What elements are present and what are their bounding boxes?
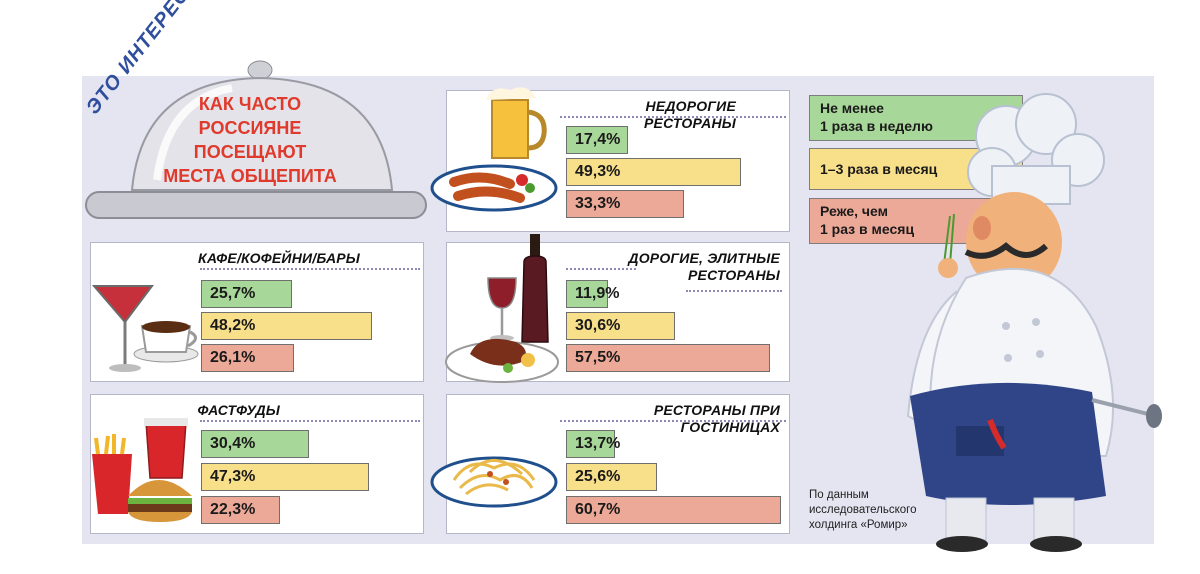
bar-expensive-monthly: 30,6%: [566, 312, 675, 340]
bar-cafes-monthly: 48,2%: [201, 312, 372, 340]
title-divider: [560, 116, 786, 118]
bar-hotel-weekly: 13,7%: [566, 430, 620, 458]
group-title-4: РЕСТОРАНЫ ПРИ ГОСТИНИЦАХ: [653, 402, 780, 435]
fastfood-icon: [92, 418, 192, 522]
bar-fastfood-monthly: 47,3%: [201, 463, 369, 491]
bar-inexpensive-weekly: 17,4%: [566, 126, 628, 154]
group-title-1: ФАСТФУДЫ: [197, 402, 280, 418]
cocktail-coffee-icon: [91, 285, 199, 372]
bar-cafes-weekly: 25,7%: [201, 280, 292, 308]
spaghetti-icon: [430, 456, 558, 508]
bar-hotel-rare: 60,7%: [566, 496, 781, 524]
bar-hotel-monthly: 25,6%: [566, 463, 657, 491]
bar-fastfood-weekly: 30,4%: [201, 430, 309, 458]
title-divider: [566, 268, 636, 270]
beer-sausage-icon: [430, 87, 558, 212]
group-title-2: НЕДОРОГИЕ РЕСТОРАНЫ: [644, 98, 736, 131]
title-divider: [200, 420, 420, 422]
title-divider: [200, 268, 420, 270]
bar-expensive-weekly: 11,9%: [566, 280, 619, 308]
chef-illustration: [906, 93, 1162, 552]
bar-inexpensive-monthly: 49,3%: [566, 158, 741, 186]
group-title-0: КАФЕ/КОФЕЙНИ/БАРЫ: [198, 250, 360, 266]
bar-fastfood-rare: 22,3%: [201, 496, 280, 524]
source-note: По данным исследовательского холдинга «Р…: [809, 489, 917, 531]
bar-cafes-rare: 26,1%: [201, 344, 294, 372]
cloche-icon: [85, 60, 427, 219]
title-divider: [560, 420, 786, 422]
group-title-3: ДОРОГИЕ, ЭЛИТНЫЕ РЕСТОРАНЫ: [628, 250, 780, 283]
bar-inexpensive-rare: 33,3%: [566, 190, 684, 218]
bar-expensive-rare: 57,5%: [566, 344, 770, 372]
wine-steak-icon: [445, 234, 559, 383]
title-divider: [686, 290, 782, 292]
headline: КАК ЧАСТО РОССИЯНЕ ПОСЕЩАЮТ МЕСТА ОБЩЕПИ…: [163, 94, 337, 186]
